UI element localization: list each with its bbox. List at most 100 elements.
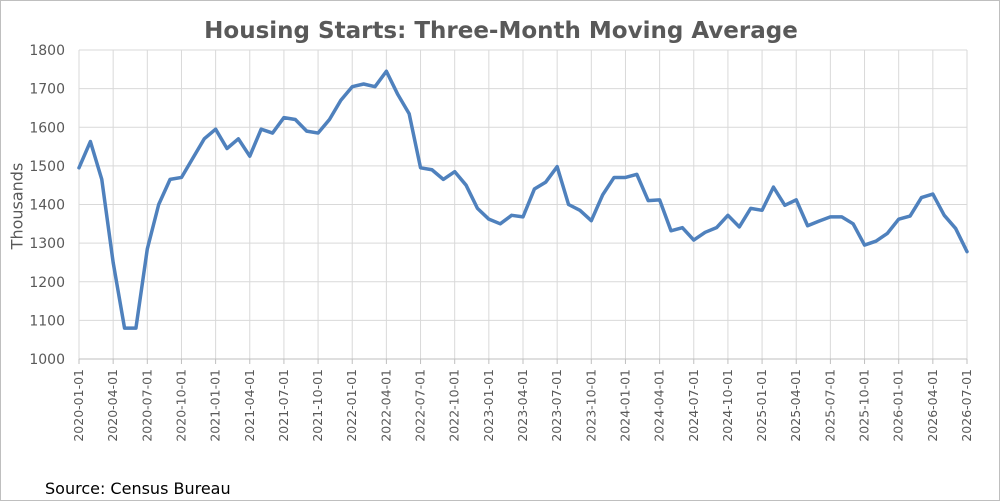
data-point [851,222,855,226]
x-tick-label: 2023-01-01 [481,369,496,442]
gridlines [78,49,968,359]
data-point [874,239,878,243]
x-tick-label: 2025-07-01 [822,369,837,442]
x-tick-label: 2020-07-01 [139,369,154,442]
data-point [271,131,275,135]
x-tick-label: 2025-01-01 [754,369,769,442]
y-tick-label: 1700 [29,82,65,98]
data-point [658,198,662,202]
data-point [77,166,81,170]
x-tick-label: 2024-10-01 [720,369,735,442]
data-point [544,180,548,184]
data-point [828,215,832,219]
data-point [168,177,172,181]
data-point [498,222,502,226]
data-point [954,226,958,230]
data-point [635,172,639,176]
data-point [384,69,388,73]
data-point [362,82,366,86]
data-point [259,127,263,131]
data-point [794,198,798,202]
data-point [441,177,445,181]
x-tick-label: 2021-01-01 [208,369,223,442]
x-tick-label: 2021-10-01 [310,369,325,442]
x-tick-label: 2022-10-01 [447,369,462,442]
data-point [601,193,605,197]
data-point [475,206,479,210]
data-point [612,175,616,179]
data-point [908,214,912,218]
data-point [942,213,946,217]
x-tick-label: 2025-10-01 [857,369,872,442]
data-point [282,116,286,120]
y-tick-label: 1600 [29,120,65,136]
data-point [737,225,741,229]
x-tick-label: 2023-07-01 [549,369,564,442]
data-point [236,137,240,141]
x-tick-label: 2021-04-01 [242,369,257,442]
data-point [407,112,411,116]
data-point [157,203,161,207]
data-point [339,98,343,102]
data-point [191,156,195,160]
x-tick-label: 2024-01-01 [617,369,632,442]
axes [78,358,968,364]
data-point [305,129,309,133]
data-point [123,326,127,330]
data-point [248,154,252,158]
data-point [100,177,104,181]
data-point [726,213,730,217]
data-point [578,208,582,212]
x-tick-label: 2021-07-01 [276,369,291,442]
data-point [783,203,787,207]
x-tick-label: 2022-04-01 [378,369,393,442]
data-point [692,238,696,242]
y-tick-labels: 1000 1100 1200 1300 1400 1500 1600 1700 1800 [29,43,65,368]
data-point [521,215,525,219]
chart-title: Housing Starts: Three-Month Moving Avera… [204,18,798,44]
data-point [111,260,115,264]
data-point [567,203,571,207]
data-point [145,247,149,251]
data-point [532,187,536,191]
data-point [806,224,810,228]
data-point [646,199,650,203]
data-point [760,208,764,212]
y-tick-label: 1300 [29,236,65,252]
data-point [817,219,821,223]
data-point [680,226,684,230]
data-point [179,175,183,179]
x-tick-label: 2023-04-01 [515,369,530,442]
data-point [430,168,434,172]
data-point [623,175,627,179]
data-point [771,185,775,189]
data-point [225,146,229,150]
series-layer [77,69,969,330]
data-point [715,226,719,230]
data-point [919,196,923,200]
x-tick-label: 2020-10-01 [173,369,188,442]
data-point [703,230,707,234]
x-tick-label: 2020-04-01 [105,369,120,442]
x-tick-label: 2022-07-01 [413,369,428,442]
x-tick-label: 2026-01-01 [891,369,906,442]
y-tick-label: 1200 [29,275,65,291]
data-point [749,206,753,210]
x-tick-label: 2023-10-01 [583,369,598,442]
data-point [487,217,491,221]
y-axis-title: Thousands [7,162,27,250]
data-point [669,229,673,233]
x-tick-label: 2022-01-01 [344,369,359,442]
data-point [555,165,559,169]
x-tick-label: 2026-07-01 [959,369,974,442]
data-point [327,118,331,122]
data-point [885,231,889,235]
y-tick-label: 1500 [29,159,65,175]
data-point [453,170,457,174]
data-point [396,92,400,96]
data-point [88,140,92,144]
data-point [589,219,593,223]
y-tick-label: 1400 [29,198,65,214]
